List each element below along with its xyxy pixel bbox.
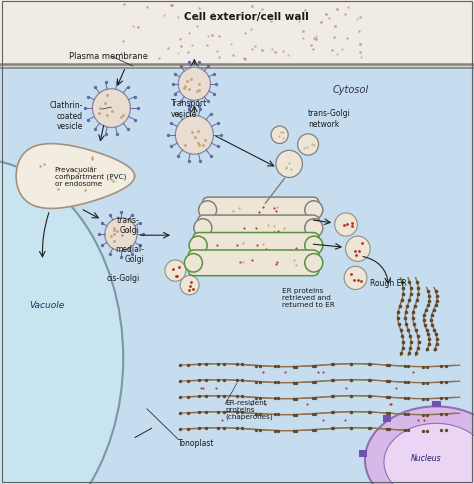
Ellipse shape [184,254,202,272]
Ellipse shape [194,219,212,238]
Bar [0,0,474,65]
Circle shape [335,213,357,237]
Text: Nucleus: Nucleus [411,453,442,462]
Ellipse shape [305,254,323,272]
Ellipse shape [0,160,123,484]
Text: Cell exterior/cell wall: Cell exterior/cell wall [184,12,309,22]
Ellipse shape [305,201,323,220]
Circle shape [178,68,210,101]
Text: cis-Golgi: cis-Golgi [107,274,140,283]
Text: medial-
Golgi: medial- Golgi [116,244,145,264]
FancyBboxPatch shape [193,233,319,259]
Text: Tonoplast: Tonoplast [178,439,214,447]
Text: Plasma membrane: Plasma membrane [69,52,148,61]
Bar [0,65,474,484]
Ellipse shape [189,237,207,255]
Polygon shape [16,144,135,209]
Bar [432,401,441,408]
Bar [383,415,392,422]
Circle shape [344,267,367,290]
Text: Transport
vesicle: Transport vesicle [171,99,207,119]
Text: ER-resident
proteins
(chaperones): ER-resident proteins (chaperones) [225,399,273,419]
Circle shape [180,276,199,295]
Ellipse shape [199,201,217,220]
Text: Cytosol: Cytosol [333,85,369,94]
Ellipse shape [365,407,474,484]
Text: trans-
Golgi: trans- Golgi [117,215,140,235]
Circle shape [92,90,130,128]
Bar [359,451,367,457]
Text: ER proteins
retrieved and
returned to ER: ER proteins retrieved and returned to ER [282,287,335,308]
Text: Prevacuolar
compartment (PVC)
or endosome: Prevacuolar compartment (PVC) or endosom… [55,166,126,187]
Text: Rough ER: Rough ER [370,279,407,287]
Text: Clathrin-
coated
vesicle: Clathrin- coated vesicle [50,101,83,131]
Ellipse shape [384,424,474,484]
Ellipse shape [271,127,288,144]
FancyBboxPatch shape [188,251,319,276]
Ellipse shape [298,135,319,156]
Circle shape [105,218,137,251]
Ellipse shape [305,237,323,255]
FancyBboxPatch shape [198,216,319,242]
Text: trans-Golgi
network: trans-Golgi network [308,109,351,128]
Circle shape [175,116,213,155]
Text: Vacuole: Vacuole [30,301,65,309]
Ellipse shape [276,151,302,178]
FancyBboxPatch shape [202,197,319,224]
Circle shape [165,260,186,282]
Circle shape [346,237,370,262]
Ellipse shape [305,219,323,238]
